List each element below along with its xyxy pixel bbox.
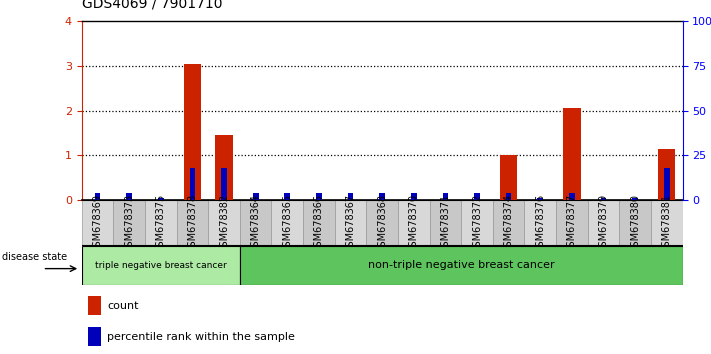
Bar [158, 198, 164, 200]
Bar [429, 200, 461, 246]
Bar [253, 193, 259, 200]
Text: GSM678371: GSM678371 [440, 193, 450, 253]
Bar [113, 200, 145, 246]
Bar [348, 193, 353, 200]
Bar [525, 200, 556, 246]
Text: count: count [107, 301, 139, 310]
Bar [221, 168, 227, 200]
Bar [190, 168, 196, 200]
Text: non-triple negative breast cancer: non-triple negative breast cancer [368, 261, 555, 270]
Bar [632, 198, 638, 200]
Bar [176, 200, 208, 246]
Text: percentile rank within the sample: percentile rank within the sample [107, 331, 295, 342]
Bar [506, 193, 511, 200]
Text: GSM678364: GSM678364 [251, 194, 261, 252]
Bar [82, 246, 240, 285]
Bar [87, 327, 101, 346]
Bar [95, 193, 100, 200]
Bar [240, 246, 683, 285]
Text: disease state: disease state [1, 252, 67, 262]
Bar [563, 108, 581, 200]
Bar [183, 64, 201, 200]
Text: GSM678379: GSM678379 [599, 193, 609, 253]
Text: GSM678366: GSM678366 [314, 194, 324, 252]
Bar [87, 296, 101, 315]
Bar [411, 193, 417, 200]
Bar [284, 193, 290, 200]
Bar [442, 193, 448, 200]
Bar [569, 193, 574, 200]
Bar [538, 198, 543, 200]
Bar [240, 200, 272, 246]
Bar [379, 193, 385, 200]
Bar [664, 168, 670, 200]
Bar [366, 200, 398, 246]
Bar [601, 198, 606, 200]
Bar [619, 200, 651, 246]
Bar [556, 200, 588, 246]
Text: GSM678369: GSM678369 [92, 194, 102, 252]
Text: GSM678367: GSM678367 [346, 193, 356, 253]
Bar [493, 200, 525, 246]
Bar [272, 200, 303, 246]
Bar [398, 200, 429, 246]
Bar [215, 135, 232, 200]
Bar [461, 200, 493, 246]
Bar [500, 155, 518, 200]
Text: GSM678381: GSM678381 [662, 194, 672, 252]
Text: GSM678372: GSM678372 [472, 193, 482, 253]
Bar [82, 200, 113, 246]
Bar [208, 200, 240, 246]
Bar [335, 200, 366, 246]
Text: GSM678376: GSM678376 [535, 193, 545, 253]
Text: GDS4069 / 7901710: GDS4069 / 7901710 [82, 0, 223, 10]
Text: triple negative breast cancer: triple negative breast cancer [95, 261, 227, 270]
Text: GSM678382: GSM678382 [219, 193, 229, 253]
Text: GSM678380: GSM678380 [630, 194, 640, 252]
Bar [651, 200, 683, 246]
Bar [316, 193, 322, 200]
Text: GSM678373: GSM678373 [124, 193, 134, 253]
Text: GSM678374: GSM678374 [503, 193, 513, 253]
Bar [127, 193, 132, 200]
Bar [588, 200, 619, 246]
Text: GSM678368: GSM678368 [377, 194, 387, 252]
Bar [303, 200, 335, 246]
Text: GSM678375: GSM678375 [156, 193, 166, 253]
Bar [474, 193, 480, 200]
Text: GSM678370: GSM678370 [409, 193, 419, 253]
Bar [658, 149, 675, 200]
Text: GSM678365: GSM678365 [282, 193, 292, 253]
Text: GSM678377: GSM678377 [567, 193, 577, 253]
Text: GSM678378: GSM678378 [188, 193, 198, 253]
Bar [145, 200, 176, 246]
